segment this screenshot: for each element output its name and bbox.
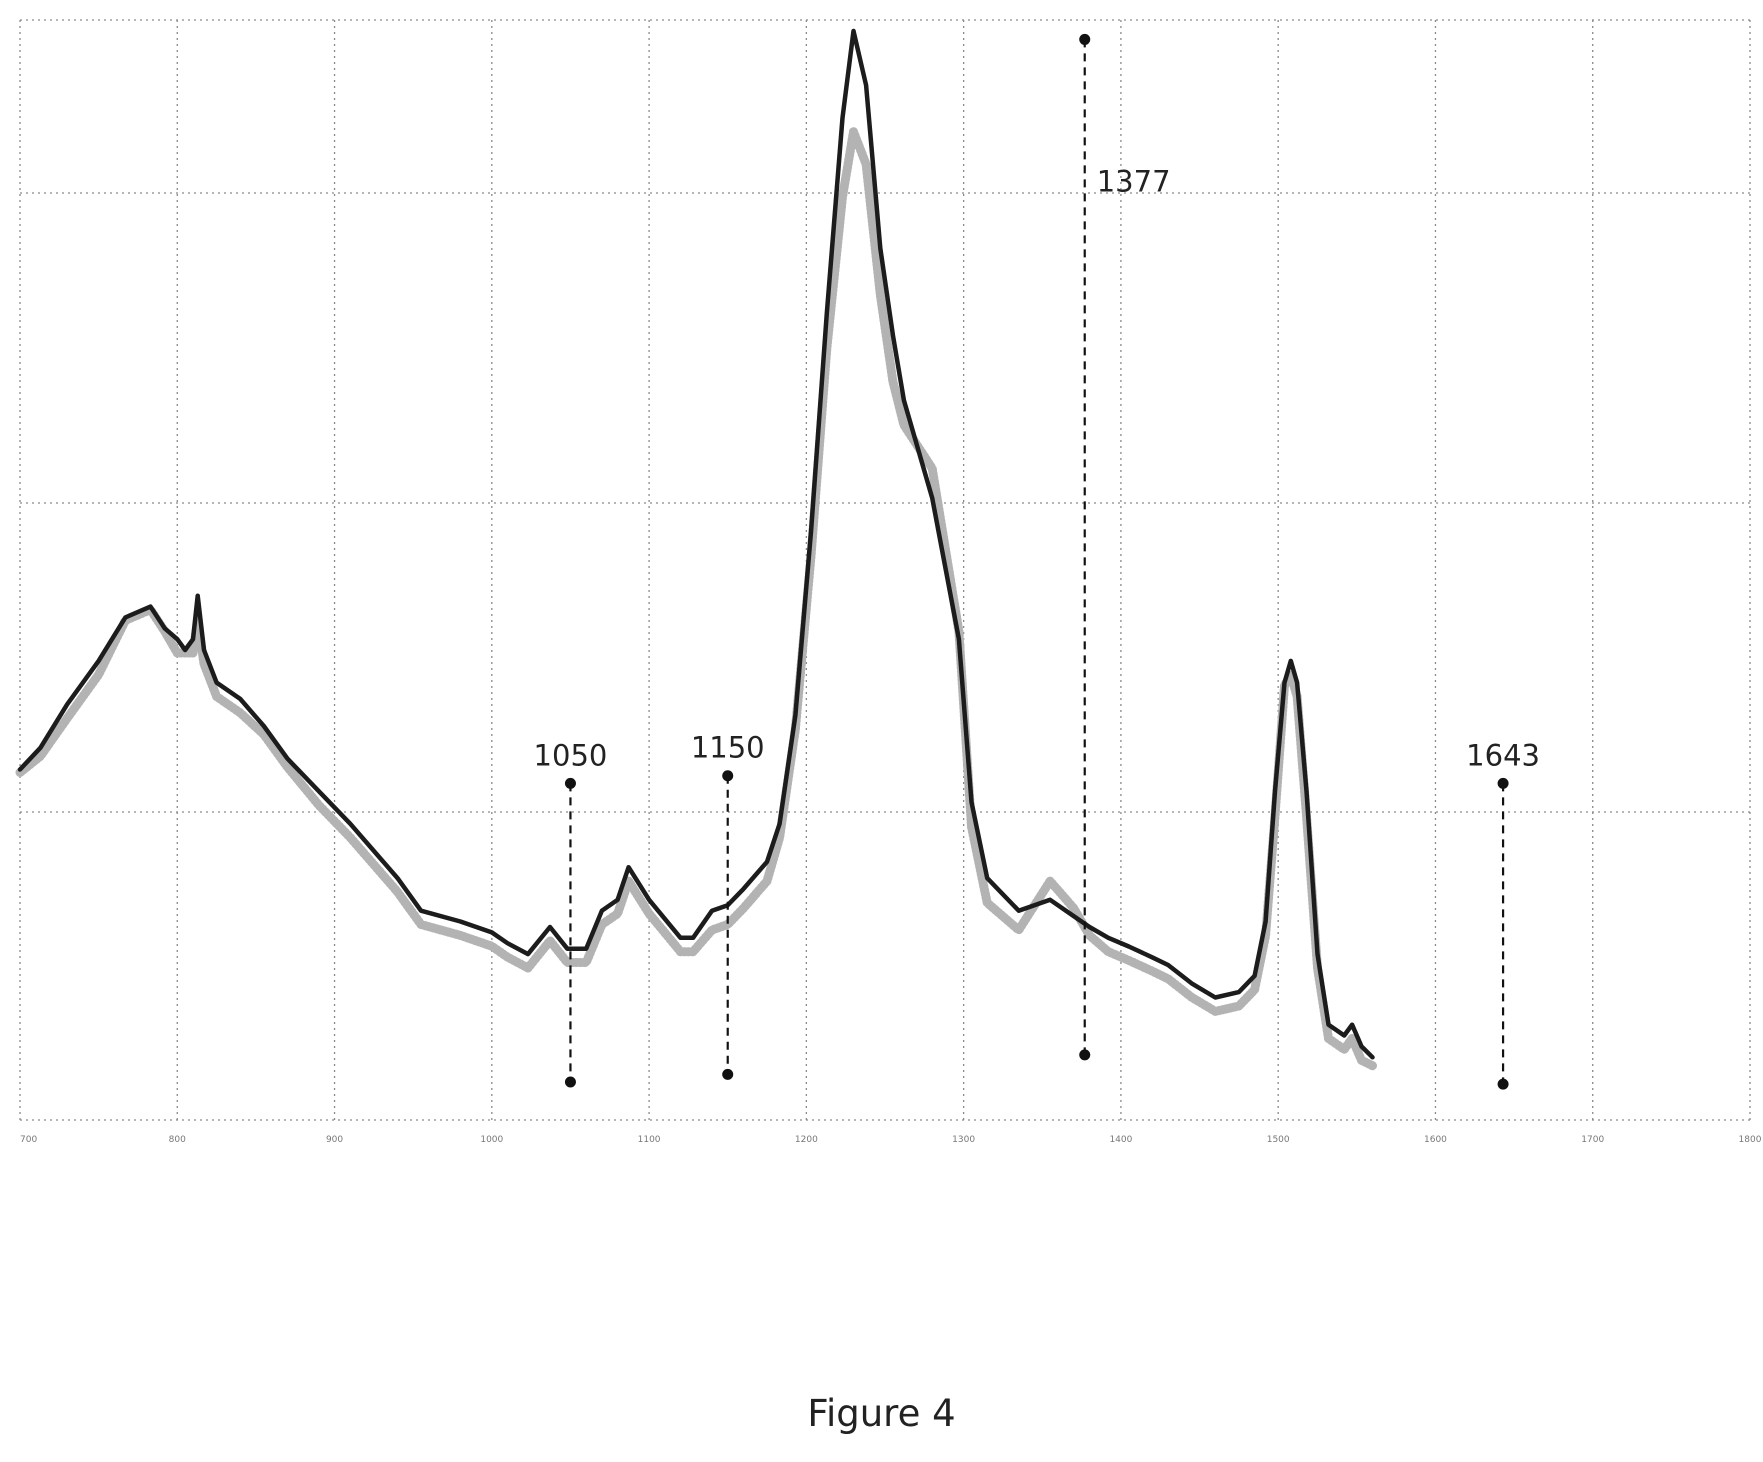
marker-top-dot xyxy=(1497,777,1509,789)
peak-marker-1050: 1050 xyxy=(534,738,608,1088)
peak-marker-1643: 1643 xyxy=(1466,738,1540,1090)
x-tick-label: 800 xyxy=(169,1135,186,1145)
marker-bottom-dot xyxy=(722,1068,734,1080)
x-tick-label: 1400 xyxy=(1109,1135,1132,1145)
marker-bottom-dot xyxy=(1497,1078,1509,1090)
x-tick-label: 900 xyxy=(326,1135,343,1145)
peak-marker-1150: 1150 xyxy=(691,731,765,1080)
series-group xyxy=(15,28,1377,1071)
x-tick-label: 1600 xyxy=(1424,1135,1447,1145)
marker-label: 1150 xyxy=(691,731,765,765)
marker-top-dot xyxy=(722,770,734,782)
marker-top-dot xyxy=(1079,33,1091,45)
x-tick-label: 1100 xyxy=(638,1135,661,1145)
marker-bottom-dot xyxy=(1079,1049,1091,1061)
marker-bottom-dot xyxy=(564,1076,576,1088)
peak-markers: 1050 1150 1377 1643 xyxy=(534,33,1540,1090)
x-tick-label: 1700 xyxy=(1581,1135,1604,1145)
marker-label: 1643 xyxy=(1466,738,1540,772)
peak-marker-1377: 1377 xyxy=(1079,33,1171,1061)
x-tick-label: 1200 xyxy=(795,1135,818,1145)
figure-caption: Figure 4 xyxy=(807,1392,956,1435)
x-tick-labels: 700 800 900 1000 1100 1200 1300 1400 1500 1600 170… xyxy=(20,1135,1762,1145)
marker-top-dot xyxy=(564,777,576,789)
x-tick-label: 1800 xyxy=(1739,1135,1762,1145)
series-line-light-dotted xyxy=(15,127,1377,1071)
series-line-dark-solid xyxy=(17,28,1375,1060)
x-tick-label: 1500 xyxy=(1267,1135,1290,1145)
marker-label: 1050 xyxy=(534,738,608,772)
x-tick-label: 1300 xyxy=(952,1135,975,1145)
grid xyxy=(19,19,1751,1121)
x-tick-label: 1000 xyxy=(480,1135,503,1145)
marker-label: 1377 xyxy=(1097,164,1171,198)
x-tick-label: 700 xyxy=(20,1135,37,1145)
